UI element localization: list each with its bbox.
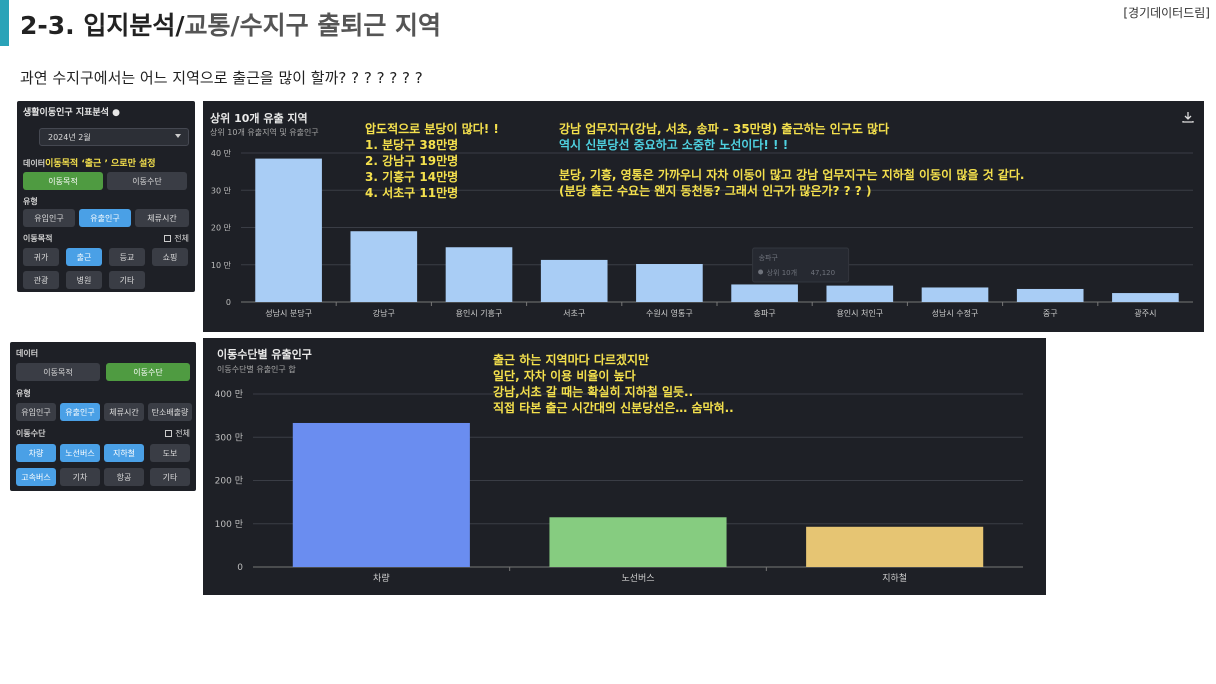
bar[interactable] (806, 526, 984, 567)
y-tick-label: 0 (226, 298, 231, 307)
tooltip-label: 상위 10개 (767, 268, 797, 277)
chart-top10-outflow: 상위 10개 유출 지역 상위 10개 유출지역 및 유출인구 0 10 만 20 … (203, 101, 1204, 332)
type-inflow-button[interactable]: 유입인구 (23, 209, 75, 227)
x-tick-label: 서초구 (563, 309, 585, 318)
y-tick-label: 400 만 (215, 389, 243, 400)
bar[interactable] (921, 287, 989, 302)
tab-means[interactable]: 이동수단 (106, 363, 190, 381)
means-etc-button[interactable]: 기타 (150, 468, 190, 486)
purpose-hospital-button[interactable]: 병원 (66, 271, 102, 289)
bar[interactable] (350, 231, 418, 302)
annotation-means: 출근 하는 지역마다 다르겠지만 일단, 자차 이용 비율이 높다 강남,서초 … (493, 353, 734, 415)
means-express-bus-button[interactable]: 고속버스 (16, 468, 56, 486)
purpose-school-button[interactable]: 등교 (109, 248, 145, 266)
tooltip-title: 송파구 (759, 253, 779, 262)
bar[interactable] (292, 422, 470, 567)
y-tick-label: 20 만 (211, 224, 232, 233)
x-tick-label: 지하철 (882, 573, 907, 584)
chevron-down-icon (175, 134, 181, 138)
tooltip-box (752, 247, 850, 283)
chart-title: 이동수단별 유출인구 (217, 348, 312, 361)
y-tick-label: 200 만 (215, 476, 243, 487)
tab-purpose[interactable]: 이동목적 (16, 363, 100, 381)
bar[interactable] (255, 158, 322, 302)
bar[interactable] (540, 259, 608, 302)
type-outflow-button[interactable]: 유출인구 (60, 403, 100, 421)
type-carbon-button[interactable]: 탄소배출량 (148, 403, 192, 421)
x-tick-label: 성남시 수정구 (932, 308, 979, 318)
chart2-plot: 0 100 만 200 만 300 만 400 만차량 노선버스 지하철 (215, 389, 1023, 584)
purpose-tour-button[interactable]: 관광 (23, 271, 59, 289)
x-tick-label: 노선버스 (621, 573, 654, 584)
x-tick-label: 수원시 영통구 (646, 308, 693, 318)
x-tick-label: 성남시 분당구 (265, 308, 312, 318)
bar[interactable] (445, 247, 513, 302)
title-accent-bar (0, 0, 9, 46)
source-tag: [경기데이터드림] (1123, 6, 1210, 20)
x-tick-label: 중구 (1043, 309, 1058, 318)
y-tick-label: 0 (237, 563, 243, 573)
bar[interactable] (731, 284, 798, 302)
type-inflow-button[interactable]: 유입인구 (16, 403, 56, 421)
tooltip-marker (758, 269, 764, 275)
bar[interactable] (826, 285, 894, 302)
type-label: 유형 (23, 197, 38, 206)
type-stay-button[interactable]: 체류시간 (135, 209, 189, 227)
tooltip-value: 47,120 (811, 269, 836, 277)
slide-title: 2-3. 입지분석/교통/수지구 출퇴근 지역 (20, 11, 442, 40)
purpose-etc-button[interactable]: 기타 (109, 271, 145, 289)
x-tick-label: 송파구 (754, 309, 776, 318)
data-label: 데이터 (16, 349, 39, 358)
x-tick-label: 강남구 (373, 308, 395, 318)
type-outflow-button[interactable]: 유출인구 (79, 209, 131, 227)
chart-subtitle: 이동수단별 유출인구 합 (217, 365, 296, 374)
all-checkbox[interactable]: 전체 (164, 233, 189, 244)
means-bus-button[interactable]: 노선버스 (60, 444, 100, 462)
month-select[interactable]: 2024년 2월 (39, 128, 189, 146)
means-car-button[interactable]: 차량 (16, 444, 56, 462)
bar[interactable] (636, 264, 703, 302)
chart-outflow-by-means: 이동수단별 유출인구 이동수단별 유출인구 합 0 100 만 200 만 300 만… (203, 338, 1046, 595)
tab-purpose[interactable]: 이동목적 (23, 172, 103, 190)
means-air-button[interactable]: 항공 (104, 468, 144, 486)
means-walk-button[interactable]: 도보 (150, 444, 190, 462)
tab-means[interactable]: 이동수단 (107, 172, 187, 190)
y-tick-label: 40 만 (211, 149, 232, 158)
y-tick-label: 300 만 (215, 432, 243, 443)
data-note: 데이터이동목적 ‘출근 ’ 으로만 설정 (23, 159, 156, 169)
y-tick-label: 10 만 (211, 261, 232, 270)
x-tick-label: 용인시 처인구 (836, 308, 883, 318)
bar[interactable] (1016, 288, 1084, 302)
panel-title: 생활이동인구 지표분석 ● (23, 108, 120, 118)
checkbox-icon (164, 235, 172, 242)
type-label: 유형 (16, 389, 31, 398)
download-icon[interactable] (1182, 111, 1194, 123)
bar[interactable] (549, 517, 727, 567)
chart-subtitle: 상위 10개 유출지역 및 유출인구 (210, 128, 319, 137)
slide-question: 과연 수지구에서는 어느 지역으로 출근을 많이 할까? ? ? ? ? ? ? (20, 69, 423, 87)
annotation-gangnam: 강남 업무지구(강남, 서초, 송파 – 35만명) 출근하는 인구도 많다 역… (559, 122, 1025, 198)
filter-panel-purpose: 생활이동인구 지표분석 ● 2024년 2월 데이터이동목적 ‘출근 ’ 으로만… (17, 101, 195, 292)
all-checkbox[interactable]: 전체 (165, 428, 190, 439)
chart-title: 상위 10개 유출 지역 (210, 112, 308, 125)
means-label: 이동수단 (16, 429, 46, 438)
x-tick-label: 광주시 (1134, 308, 1156, 318)
checkbox-icon (165, 430, 173, 437)
purpose-shopping-button[interactable]: 쇼핑 (152, 248, 188, 266)
x-tick-label: 차량 (373, 572, 390, 584)
bar[interactable] (1112, 293, 1179, 302)
annotation-ranking: 압도적으로 분당이 많다! ! 1. 분당구 38만명 2. 강남구 19만명 … (365, 122, 499, 200)
means-train-button[interactable]: 기차 (60, 468, 100, 486)
purpose-work-button[interactable]: 출근 (66, 248, 102, 266)
y-tick-label: 30 만 (211, 186, 232, 195)
purpose-label: 이동목적 (23, 234, 53, 243)
y-tick-label: 100 만 (215, 519, 243, 530)
x-tick-label: 용인시 기흥구 (456, 308, 503, 318)
type-stay-button[interactable]: 체류시간 (104, 403, 144, 421)
filter-panel-means: 데이터 이동목적 이동수단 유형 유입인구 유출인구 체류시간 탄소배출량 이동… (10, 342, 196, 491)
purpose-home-button[interactable]: 귀가 (23, 248, 59, 266)
means-subway-button[interactable]: 지하철 (104, 444, 144, 462)
